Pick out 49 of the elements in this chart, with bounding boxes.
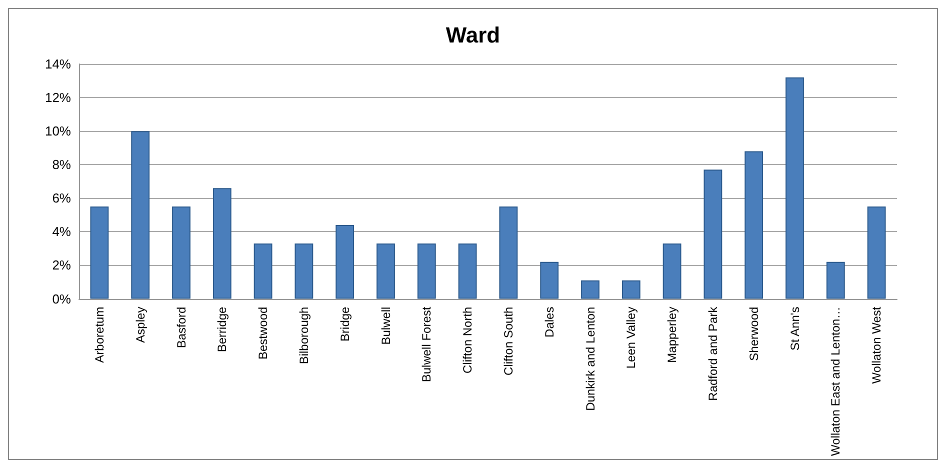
x-tick-label: Clifton North	[460, 306, 475, 374]
bar	[662, 243, 682, 299]
bar	[212, 188, 232, 299]
x-tick-label: Sherwood	[746, 306, 761, 361]
y-tick-label: 4%	[52, 224, 72, 240]
x-tick-label: Wollaton West	[870, 306, 884, 384]
bar	[172, 206, 190, 299]
bar	[704, 170, 722, 299]
x-tick-label: Clifton South	[501, 306, 516, 376]
bar	[744, 151, 764, 299]
y-tick-label: 8%	[52, 157, 72, 172]
y-tick-label: 2%	[52, 258, 72, 273]
x-tick-label: Berridge	[215, 306, 230, 352]
bar	[336, 225, 354, 299]
x-tick-label: Aspley	[133, 306, 148, 343]
bar	[458, 243, 477, 299]
x-tick-label: Bulwell	[378, 306, 393, 345]
bar	[254, 243, 272, 299]
x-tick-label: Bulwell Forest	[420, 306, 434, 382]
x-tick-label: Basford	[174, 306, 188, 348]
x-tick-label: St Ann's	[788, 306, 802, 350]
bar	[826, 262, 845, 299]
x-tick-label: Bilborough	[296, 306, 311, 364]
bar	[131, 131, 150, 299]
bar	[417, 243, 436, 299]
y-tick-label: 14%	[44, 56, 72, 72]
x-tick-label: Mapperley	[665, 306, 680, 363]
y-tick-label: 6%	[52, 190, 72, 206]
x-tick-label: Dunkirk and Lenton	[583, 306, 598, 411]
bar	[90, 206, 109, 299]
x-tick-label: Wollaton East and Lenton…	[828, 306, 843, 456]
bar	[294, 243, 314, 299]
bar	[786, 77, 804, 299]
bar	[622, 280, 640, 299]
x-tick-label: Arboretum	[92, 306, 106, 363]
y-tick-label: 0%	[52, 291, 72, 306]
bar	[540, 262, 559, 299]
y-tick-label: 10%	[44, 124, 72, 139]
x-tick-label: Bridge	[338, 306, 352, 342]
chart-title: Ward	[446, 22, 500, 48]
x-tick-label: Dales	[542, 306, 556, 338]
x-tick-label: Radford and Park	[706, 306, 720, 401]
x-tick-label: Leen Valley	[624, 306, 638, 369]
bar	[581, 280, 600, 299]
bar	[499, 206, 518, 299]
bar	[376, 243, 395, 299]
x-tick-label: Bestwood	[256, 306, 270, 360]
bar	[867, 206, 886, 299]
y-tick-label: 12%	[44, 90, 72, 106]
